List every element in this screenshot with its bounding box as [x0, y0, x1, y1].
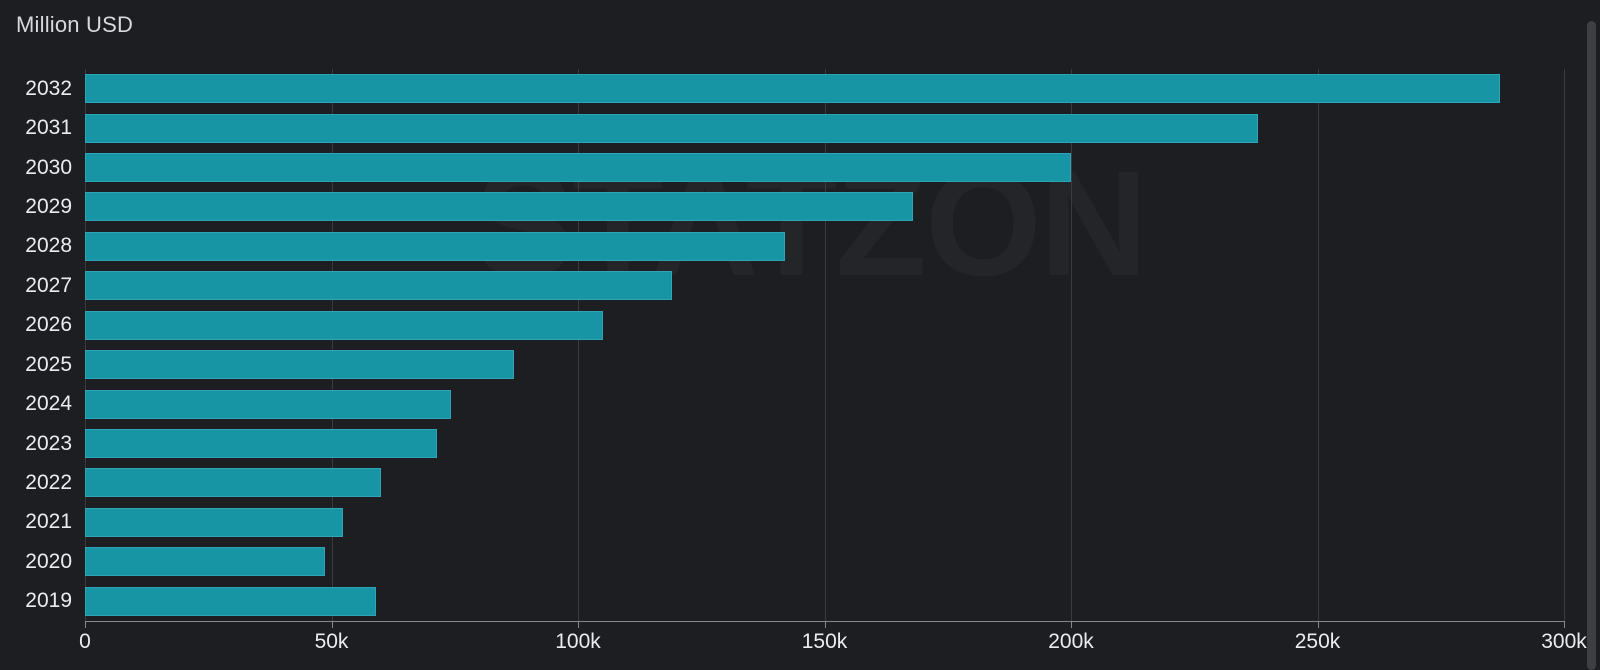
gridline-250k — [1317, 69, 1319, 621]
bar-row-2020: 2020 — [25, 542, 1564, 581]
bar-row-2029: 2029 — [25, 187, 1564, 226]
x-axis-tick-label: 300k — [1541, 630, 1587, 653]
bar-2022[interactable] — [85, 468, 381, 498]
bar-row-2025: 2025 — [25, 345, 1564, 384]
bar-row-2023: 2023 — [25, 424, 1564, 463]
y-axis-label: 2028 — [25, 234, 72, 258]
x-axis-tick-0 — [85, 621, 86, 628]
gridline-150k — [824, 69, 826, 621]
y-axis-label: 2027 — [25, 273, 72, 297]
y-axis-label: 2030 — [25, 155, 72, 179]
bar-row-2026: 2026 — [25, 306, 1564, 345]
bar-row-2021: 2021 — [25, 503, 1564, 542]
x-axis-tick-50k — [331, 621, 333, 628]
y-axis-label: 2025 — [25, 352, 72, 376]
bar-2026[interactable] — [85, 310, 603, 340]
y-axis-label: 2026 — [25, 313, 72, 337]
bar-row-2022: 2022 — [25, 463, 1564, 502]
bar-row-2027: 2027 — [25, 266, 1564, 305]
y-axis-label: 2019 — [25, 589, 72, 613]
gridline-50k — [331, 69, 333, 621]
gridline-100k — [578, 69, 579, 621]
bar-row-2031: 2031 — [25, 108, 1564, 147]
bar-row-2019: 2019 — [25, 581, 1564, 620]
y-axis-label: 2029 — [25, 194, 72, 218]
x-axis-tick-250k — [1317, 621, 1319, 628]
bar-2030[interactable] — [85, 153, 1071, 183]
scrollbar-thumb[interactable] — [1587, 21, 1596, 670]
x-axis-tick-300k — [1564, 621, 1565, 628]
y-axis-label: 2020 — [25, 549, 72, 573]
x-axis-tick-label: 150k — [801, 630, 848, 653]
y-axis-label: 2021 — [25, 510, 72, 534]
x-axis-tick-label: 100k — [555, 630, 601, 653]
x-axis-tick-label: 0 — [79, 630, 91, 653]
bar-2028[interactable] — [85, 231, 786, 261]
bar-row-2030: 2030 — [25, 148, 1564, 187]
bar-row-2024: 2024 — [25, 384, 1564, 423]
bar-2021[interactable] — [85, 507, 343, 537]
bar-2031[interactable] — [85, 113, 1259, 143]
bar-2019[interactable] — [85, 586, 376, 616]
bar-2027[interactable] — [85, 271, 672, 301]
gridline-300k — [1564, 69, 1565, 621]
plot-area: 2032 2031 2030 2029 2028 2027 2026 2025 2024 2023… — [25, 69, 1587, 653]
x-axis-tick-200k — [1071, 621, 1072, 628]
y-axis-label: 2024 — [25, 392, 72, 416]
bar-2024[interactable] — [85, 389, 452, 419]
x-axis-tick-150k — [824, 621, 826, 628]
bar-2020[interactable] — [85, 547, 325, 577]
bar-2023[interactable] — [85, 429, 437, 458]
y-axis-label: 2023 — [25, 431, 72, 455]
bar-2029[interactable] — [85, 192, 914, 222]
x-axis-tick-label: 250k — [1294, 630, 1341, 653]
x-axis-tick-100k — [578, 621, 579, 628]
y-axis-label: 2031 — [25, 116, 72, 140]
bar-row-2028: 2028 — [25, 227, 1564, 266]
bar-row-2032: 2032 — [25, 69, 1564, 108]
x-axis-tick-label: 200k — [1048, 630, 1094, 653]
bar-rows: 2032 2031 2030 2029 2028 2027 2026 2025 2024 2023… — [25, 69, 1564, 621]
bar-2025[interactable] — [85, 350, 514, 380]
y-axis-label: 2022 — [25, 470, 72, 494]
bar-2032[interactable] — [85, 74, 1500, 104]
chart-title: Million USD — [16, 12, 134, 37]
y-axis-label: 2032 — [25, 76, 72, 100]
x-axis-tick-label: 50k — [314, 630, 349, 653]
gridline-200k — [1071, 69, 1072, 621]
gridline-0 — [85, 69, 86, 621]
